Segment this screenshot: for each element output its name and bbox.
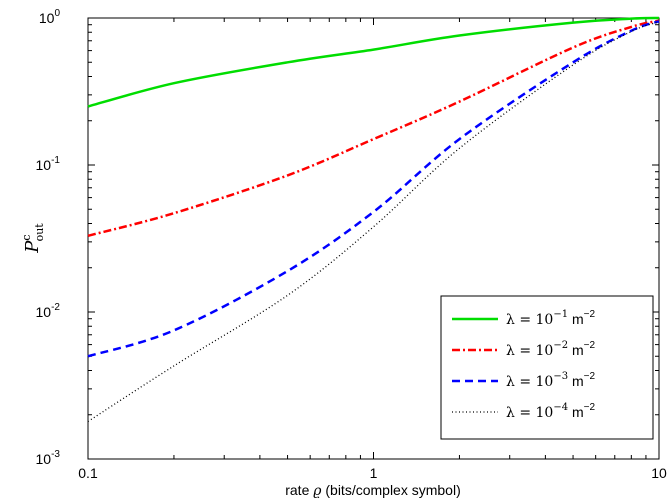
series-line-2 bbox=[87, 19, 660, 238]
x-tick-label: 1 bbox=[370, 465, 378, 481]
x-tick-label: 0.1 bbox=[78, 465, 98, 481]
series-line-4 bbox=[87, 21, 660, 423]
series-line-3 bbox=[87, 20, 660, 358]
y-axis-label: Pcout bbox=[20, 223, 46, 254]
y-tick-label: 10-2 bbox=[36, 302, 61, 320]
y-tick-label: 100 bbox=[39, 8, 61, 26]
y-tick-labels: 10-3 10-2 10-1 100 bbox=[36, 8, 61, 467]
x-tick-label: 10 bbox=[651, 465, 667, 481]
axis-ticks bbox=[87, 17, 660, 460]
y-tick-label: 10-3 bbox=[36, 449, 61, 467]
legend-label-3: λ = 10−3 m−2 bbox=[506, 371, 595, 390]
legend-label-2: λ = 10−2 m−2 bbox=[506, 340, 595, 359]
y-tick-label: 10-1 bbox=[36, 155, 61, 173]
legend: λ = 10−1 m−2 λ = 10−2 m−2 λ = 10−3 m−2 λ = … bbox=[440, 295, 654, 440]
series-line-1 bbox=[87, 16, 660, 108]
legend-label-4: λ = 10−4 m−2 bbox=[506, 402, 595, 421]
x-axis-label: rate ϱ (bits/complex symbol) bbox=[285, 482, 461, 499]
x-tick-labels: 0.1 1 10 bbox=[78, 465, 667, 481]
series-layer bbox=[87, 16, 660, 423]
legend-label-1: λ = 10−1 m−2 bbox=[506, 309, 595, 328]
